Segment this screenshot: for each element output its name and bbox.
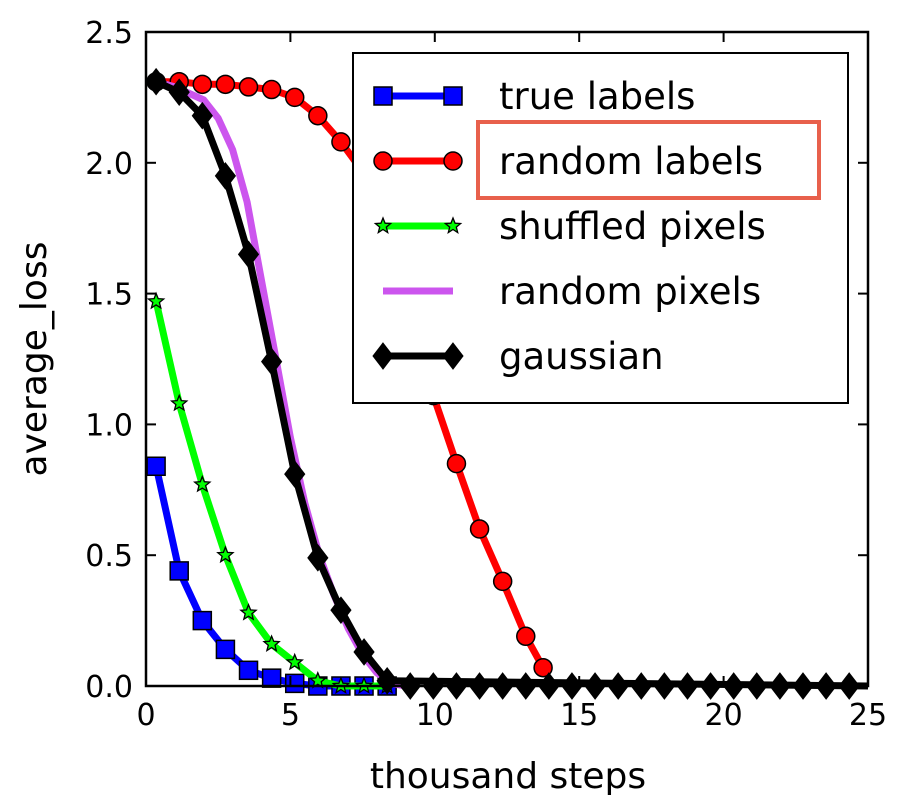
- true-labels-point: [240, 661, 258, 679]
- true-labels-point: [216, 640, 234, 658]
- random-labels-point: [309, 107, 327, 125]
- y-tick-label: 0.5: [85, 539, 133, 574]
- random-labels-point: [263, 81, 281, 99]
- legend-label: random labels: [499, 140, 763, 183]
- random-labels-point: [216, 75, 234, 93]
- x-axis-label: thousand steps: [370, 756, 646, 795]
- random-labels-point: [494, 572, 512, 590]
- legend-marker: [374, 152, 392, 170]
- shuffled-pixels-point: [195, 477, 210, 491]
- random-labels-point: [517, 627, 535, 645]
- y-axis-label: average_loss: [14, 242, 55, 477]
- legend: true labels random labels shuffled pixels r…: [353, 53, 848, 403]
- x-tick-label: 20: [705, 698, 743, 733]
- series-true-labels: [147, 457, 396, 695]
- random-labels-point: [332, 133, 350, 151]
- legend-marker: [374, 87, 392, 105]
- x-tick-label: 0: [136, 698, 155, 733]
- x-tick-label: 10: [416, 698, 454, 733]
- x-tick-label: 5: [281, 698, 300, 733]
- true-labels-point: [263, 669, 281, 687]
- x-tick-label: 15: [560, 698, 598, 733]
- shuffled-pixels-point: [172, 396, 187, 410]
- random-labels-point: [447, 455, 465, 473]
- random-labels-point: [193, 75, 211, 93]
- random-labels-point: [286, 88, 304, 106]
- legend-label: shuffled pixels: [499, 205, 766, 248]
- legend-label: random pixels: [499, 270, 761, 313]
- legend-label: gaussian: [499, 335, 664, 378]
- true-labels-point: [286, 674, 304, 692]
- legend-label: true labels: [499, 75, 695, 118]
- legend-marker: [444, 87, 462, 105]
- y-tick-label: 2.0: [85, 147, 133, 182]
- y-tick-label: 2.5: [85, 16, 133, 51]
- true-labels-point: [193, 612, 211, 630]
- y-tick-label: 1.5: [85, 278, 133, 313]
- x-tick-label: 25: [849, 698, 887, 733]
- legend-marker: [444, 152, 462, 170]
- true-labels-point: [170, 562, 188, 580]
- true-labels-line: [156, 466, 387, 686]
- random-labels-point: [471, 520, 489, 538]
- y-tick-label: 1.0: [85, 408, 133, 443]
- true-labels-point: [147, 457, 165, 475]
- random-labels-point: [240, 78, 258, 96]
- gaussian-point: [146, 69, 166, 95]
- y-tick-label: 0.0: [85, 670, 133, 705]
